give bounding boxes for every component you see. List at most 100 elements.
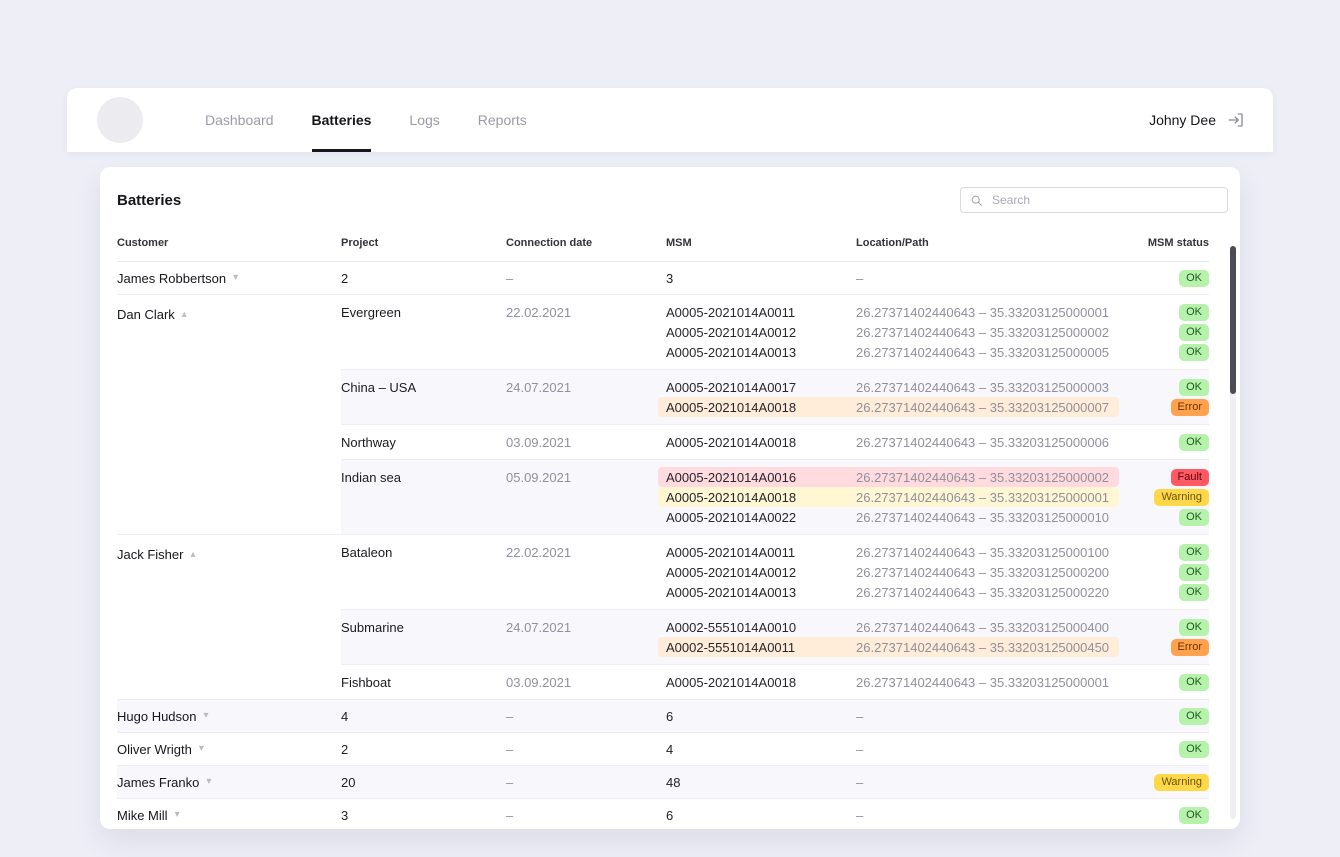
logout-icon[interactable]: [1227, 111, 1245, 129]
tab-reports[interactable]: Reports: [477, 112, 527, 128]
scrollbar-thumb[interactable]: [1230, 246, 1236, 394]
chevron-up-icon[interactable]: ▴: [190, 548, 196, 560]
header-customer: Customer: [117, 237, 169, 249]
search-box[interactable]: [960, 187, 1228, 213]
tab-batteries[interactable]: Batteries: [311, 88, 372, 152]
status-cell: OK: [1119, 508, 1209, 526]
connection-date: –: [506, 708, 514, 724]
msm-code: A0005-2021014A0016: [666, 469, 797, 485]
location-path: 26.27371402440643 – 35.33203125000007: [856, 399, 1110, 415]
status-badge: OK: [1179, 619, 1209, 636]
connection-date: 03.09.2021: [506, 435, 572, 450]
project-row: China – USA 24.07.2021 A0005-2021014A0017 2…: [341, 370, 1209, 425]
battery-list: A0005-2021014A0011 26.27371402440643 – 35…: [666, 542, 1209, 602]
status-cell: OK: [1119, 433, 1209, 451]
batteries-table: Customer Project Connection date MSM Loc…: [100, 227, 1240, 829]
status-badge: OK: [1179, 324, 1209, 341]
battery-list: A0005-2021014A0018 26.27371402440643 – 35…: [666, 432, 1209, 452]
search-input[interactable]: [990, 192, 1218, 208]
customer-cell: Jack Fisher ▴: [117, 535, 341, 699]
customer-name: James Franko: [117, 774, 200, 790]
tab-dashboard[interactable]: Dashboard: [205, 112, 274, 128]
battery-row: A0005-2021014A0018 26.27371402440643 – 35…: [658, 397, 1209, 417]
msm-code: A0005-2021014A0011: [666, 544, 796, 560]
project-count: 20: [341, 774, 356, 790]
project-name: Bataleon: [341, 545, 393, 560]
header-msm: MSM: [666, 237, 692, 249]
status-cell: OK: [1119, 707, 1209, 725]
msm-code: A0002-5551014A0010: [666, 619, 797, 635]
chevron-up-icon[interactable]: ▴: [181, 308, 187, 320]
customer-cell: Dan Clark ▴: [117, 295, 341, 534]
project-name: Indian sea: [341, 470, 401, 485]
status-cell: OK: [1119, 806, 1209, 824]
table-header-row: Customer Project Connection date MSM Loc…: [117, 227, 1209, 262]
chevron-down-icon[interactable]: ▾: [203, 710, 209, 721]
battery-highlight: A0002-5551014A0010 26.27371402440643 – 35…: [658, 617, 1119, 637]
project-count: 4: [341, 708, 349, 724]
battery-list: A0005-2021014A0018 26.27371402440643 – 35…: [666, 672, 1209, 692]
location-path: 26.27371402440643 – 35.33203125000002: [856, 324, 1110, 340]
status-badge: OK: [1179, 584, 1209, 601]
chevron-down-icon[interactable]: ▾: [206, 776, 212, 787]
chevron-down-icon[interactable]: ▾: [174, 809, 180, 820]
scrollbar-track[interactable]: [1230, 246, 1236, 819]
location-path: 26.27371402440643 – 35.33203125000001: [856, 489, 1110, 505]
status-cell: OK: [1119, 673, 1209, 691]
msm-count: 48: [666, 774, 681, 790]
project-list: Bataleon 22.02.2021 A0005-2021014A0011 26.2…: [341, 535, 1209, 699]
status-cell: OK: [1119, 323, 1209, 341]
msm-code: A0005-2021014A0012: [666, 324, 797, 340]
project-name: Fishboat: [341, 675, 391, 690]
customer-cell: Mike Mill ▾: [117, 808, 341, 823]
customer-name: Dan Clark: [117, 307, 175, 322]
status-badge: OK: [1179, 270, 1209, 287]
status-cell: OK: [1119, 343, 1209, 361]
search-icon: [971, 195, 982, 206]
header-msm-status: MSM status: [1147, 237, 1209, 249]
connection-date: 22.02.2021: [506, 305, 572, 320]
customer-row[interactable]: Dan Clark ▴: [117, 307, 341, 322]
chevron-down-icon[interactable]: ▾: [198, 743, 204, 754]
chevron-down-icon[interactable]: ▾: [233, 272, 239, 283]
project-count: 2: [341, 741, 349, 757]
project-count: 2: [341, 270, 349, 286]
avatar[interactable]: [97, 97, 143, 143]
status-badge: Warning: [1154, 774, 1209, 791]
battery-highlight: A0005-2021014A0013 26.27371402440643 – 35…: [658, 582, 1119, 602]
msm-count: 6: [666, 807, 674, 823]
project-name: Submarine: [341, 620, 404, 635]
status-cell: Error: [1119, 638, 1209, 656]
connection-date: –: [506, 741, 514, 757]
header-connection-date: Connection date: [506, 237, 593, 249]
location-path: 26.27371402440643 – 35.33203125000001: [856, 304, 1110, 320]
customer-name: Oliver Wrigth: [117, 741, 192, 757]
customer-group: Dan Clark ▴ Evergreen 22.02.2021 A0005-20210…: [117, 295, 1209, 535]
customer-row[interactable]: Oliver Wrigth ▾ 2 – 4 – OK: [117, 733, 1209, 766]
customer-row[interactable]: Jack Fisher ▴: [117, 547, 341, 562]
customer-row[interactable]: James Robbertson ▾ 2 – 3 – OK: [117, 262, 1209, 295]
customer-cell: James Robbertson ▾: [117, 271, 341, 286]
customer-row[interactable]: Hugo Hudson ▾ 4 – 6 – OK: [117, 700, 1209, 733]
battery-highlight: A0005-2021014A0013 26.27371402440643 – 35…: [658, 342, 1119, 362]
msm-code: A0005-2021014A0013: [666, 344, 797, 360]
status-badge: Warning: [1154, 489, 1209, 506]
msm-count: 4: [666, 741, 674, 757]
status-cell: OK: [1119, 618, 1209, 636]
battery-highlight: A0005-2021014A0017 26.27371402440643 – 35…: [658, 377, 1119, 397]
location-path: –: [856, 270, 864, 286]
status-cell: OK: [1119, 740, 1209, 758]
customer-group: Jack Fisher ▴ Bataleon 22.02.2021 A0005-2021…: [117, 535, 1209, 700]
location-path: 26.27371402440643 – 35.33203125000003: [856, 379, 1110, 395]
customer-row[interactable]: James Franko ▾ 20 – 48 – Warning: [117, 766, 1209, 799]
status-badge: OK: [1179, 509, 1209, 526]
location-path: –: [856, 708, 864, 724]
project-row: Northway 03.09.2021 A0005-2021014A0018 26.2…: [341, 425, 1209, 460]
status-badge: Error: [1170, 639, 1209, 656]
battery-row: A0005-2021014A0022 26.27371402440643 – 35…: [666, 507, 1209, 527]
tab-logs[interactable]: Logs: [409, 112, 440, 128]
battery-row: A0005-2021014A0011 26.27371402440643 – 35…: [666, 302, 1209, 322]
msm-code: A0002-5551014A0011: [666, 639, 796, 655]
location-path: 26.27371402440643 – 35.33203125000005: [856, 344, 1110, 360]
customer-row[interactable]: Mike Mill ▾ 3 – 6 – OK: [117, 799, 1209, 829]
